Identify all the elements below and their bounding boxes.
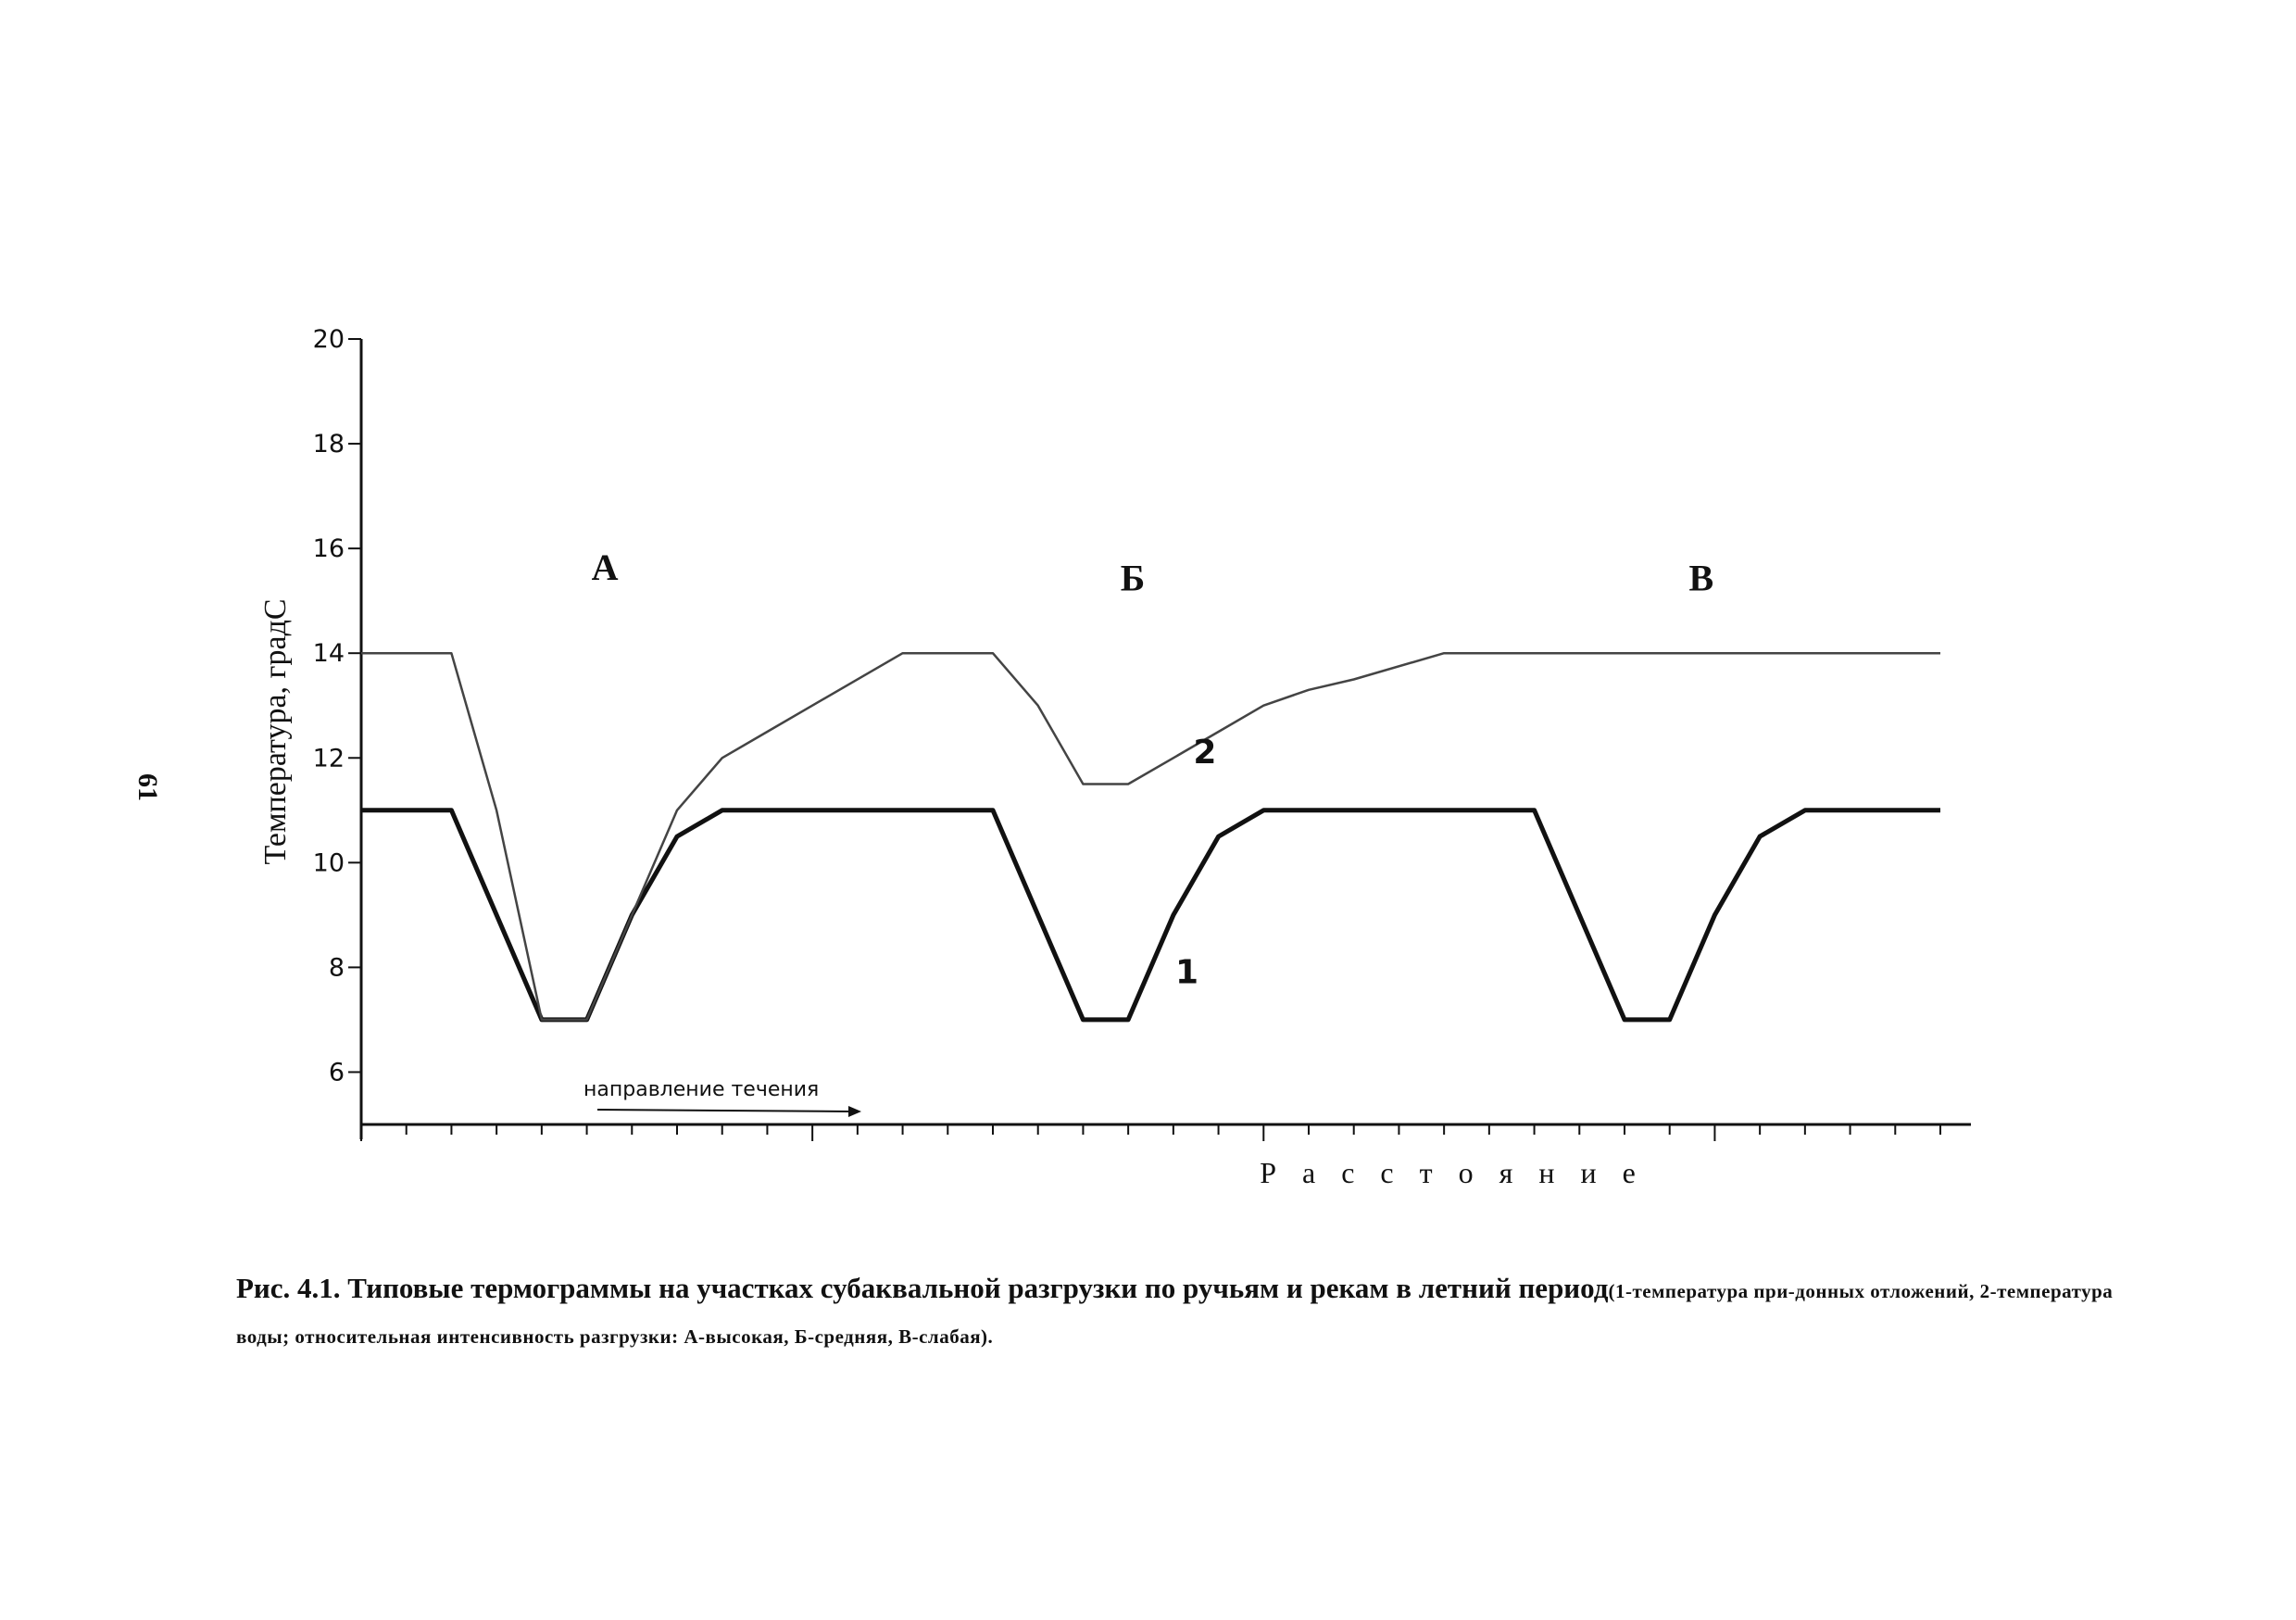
series-label-2: 2: [1193, 734, 1216, 772]
y-tick-label: 8: [329, 953, 345, 982]
y-tick-label: 16: [313, 534, 345, 563]
y-tick-label: 14: [313, 639, 345, 668]
region-label: А: [592, 546, 619, 588]
y-tick-label: 10: [313, 848, 345, 877]
series-line-2: [361, 651, 1940, 1022]
y-tick-label: 18: [313, 430, 345, 458]
series-label-1: 1: [1175, 953, 1198, 991]
caption-main: Рис. 4.1. Типовые термограммы на участка…: [236, 1272, 1609, 1304]
y-ticks: 6 8 10 12 14 16 18 20: [313, 325, 361, 1086]
flow-direction-arrow: [596, 1109, 851, 1112]
y-tick-label: 20: [313, 325, 345, 354]
arrow-head-icon: [848, 1106, 861, 1117]
y-axis-label: Температура, градС: [258, 598, 293, 864]
y-tick-label: 6: [329, 1058, 345, 1086]
y-tick-label: 12: [313, 744, 345, 772]
labels-layer: А Б В 1 2: [592, 546, 1714, 991]
flow-direction: направление течения: [583, 1078, 861, 1117]
page-number: 61: [132, 773, 163, 801]
flow-direction-label: направление течения: [583, 1078, 819, 1101]
figure-caption: Рис. 4.1. Типовые термограммы на участка…: [236, 1267, 2144, 1361]
region-label: В: [1688, 557, 1713, 598]
x-axis-label: Р а с с т о я н и е: [1260, 1156, 1645, 1189]
x-ticks: [360, 1124, 1941, 1141]
caption-note: (1-температура при-донных отложений, 2-т…: [236, 1280, 2114, 1348]
region-label: Б: [1121, 557, 1145, 598]
series-line-1: [361, 808, 1940, 1023]
series-layer: [361, 651, 1940, 1023]
